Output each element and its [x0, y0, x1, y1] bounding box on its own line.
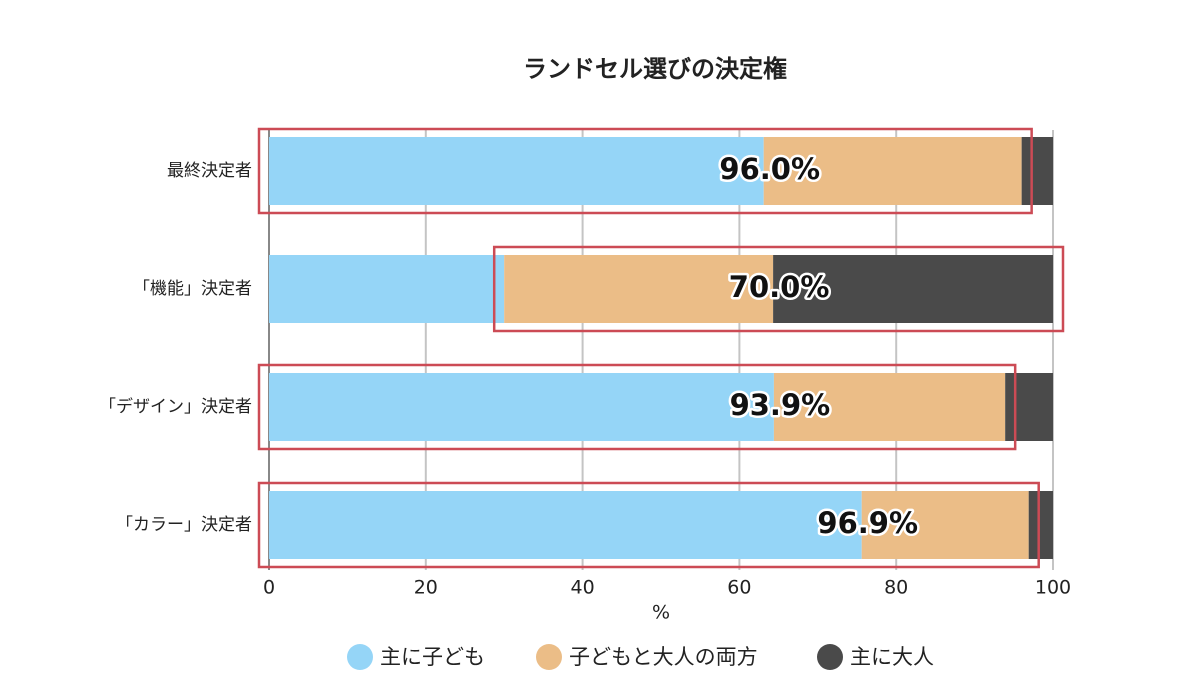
category-label: 「デザイン」決定者: [99, 396, 252, 417]
bar-segment: [504, 255, 774, 323]
category-label: 「カラー」決定者: [116, 515, 252, 535]
x-tick-label: 80: [884, 577, 908, 599]
legend-marker: [536, 644, 562, 670]
x-axis-label: %: [652, 602, 670, 624]
category-label: 最終決定者: [167, 161, 252, 181]
chart-title: ランドセル選びの決定権: [523, 55, 787, 83]
legend-label: 主に大人: [850, 645, 934, 669]
annotation: 93.9%: [730, 388, 831, 422]
legend-marker: [817, 644, 843, 670]
bar-segment: [763, 137, 1022, 205]
bar-segment: [773, 255, 1053, 323]
bar-segment: [1021, 137, 1053, 205]
bar-segment: [269, 255, 505, 323]
x-tick-label: 0: [263, 577, 275, 599]
bar-segment: [861, 491, 1029, 559]
bar-segment: [269, 491, 862, 559]
bar-segment: [269, 137, 764, 205]
category-label: 「機能」決定者: [133, 279, 252, 299]
bar-segment: [269, 373, 774, 441]
highlight-box: [257, 127, 1033, 215]
highlight-box: [257, 363, 1017, 451]
legend-label: 子どもと大人の両方: [569, 645, 758, 669]
x-tick-label: 20: [414, 577, 438, 599]
x-tick-label: 40: [571, 577, 595, 599]
bar-segment: [773, 373, 1006, 441]
annotation: 96.0%: [719, 152, 820, 186]
legend-label: 主に子ども: [380, 645, 485, 669]
bar-segment: [1005, 373, 1053, 441]
highlight-box: [492, 245, 1065, 333]
x-tick-label: 100: [1035, 577, 1071, 599]
legend-marker: [347, 644, 373, 670]
annotation: 96.9%: [817, 506, 918, 540]
annotation: 70.0%: [729, 270, 830, 304]
bar-segment: [1028, 491, 1053, 559]
x-tick-label: 60: [727, 577, 751, 599]
highlight-box: [257, 481, 1040, 569]
